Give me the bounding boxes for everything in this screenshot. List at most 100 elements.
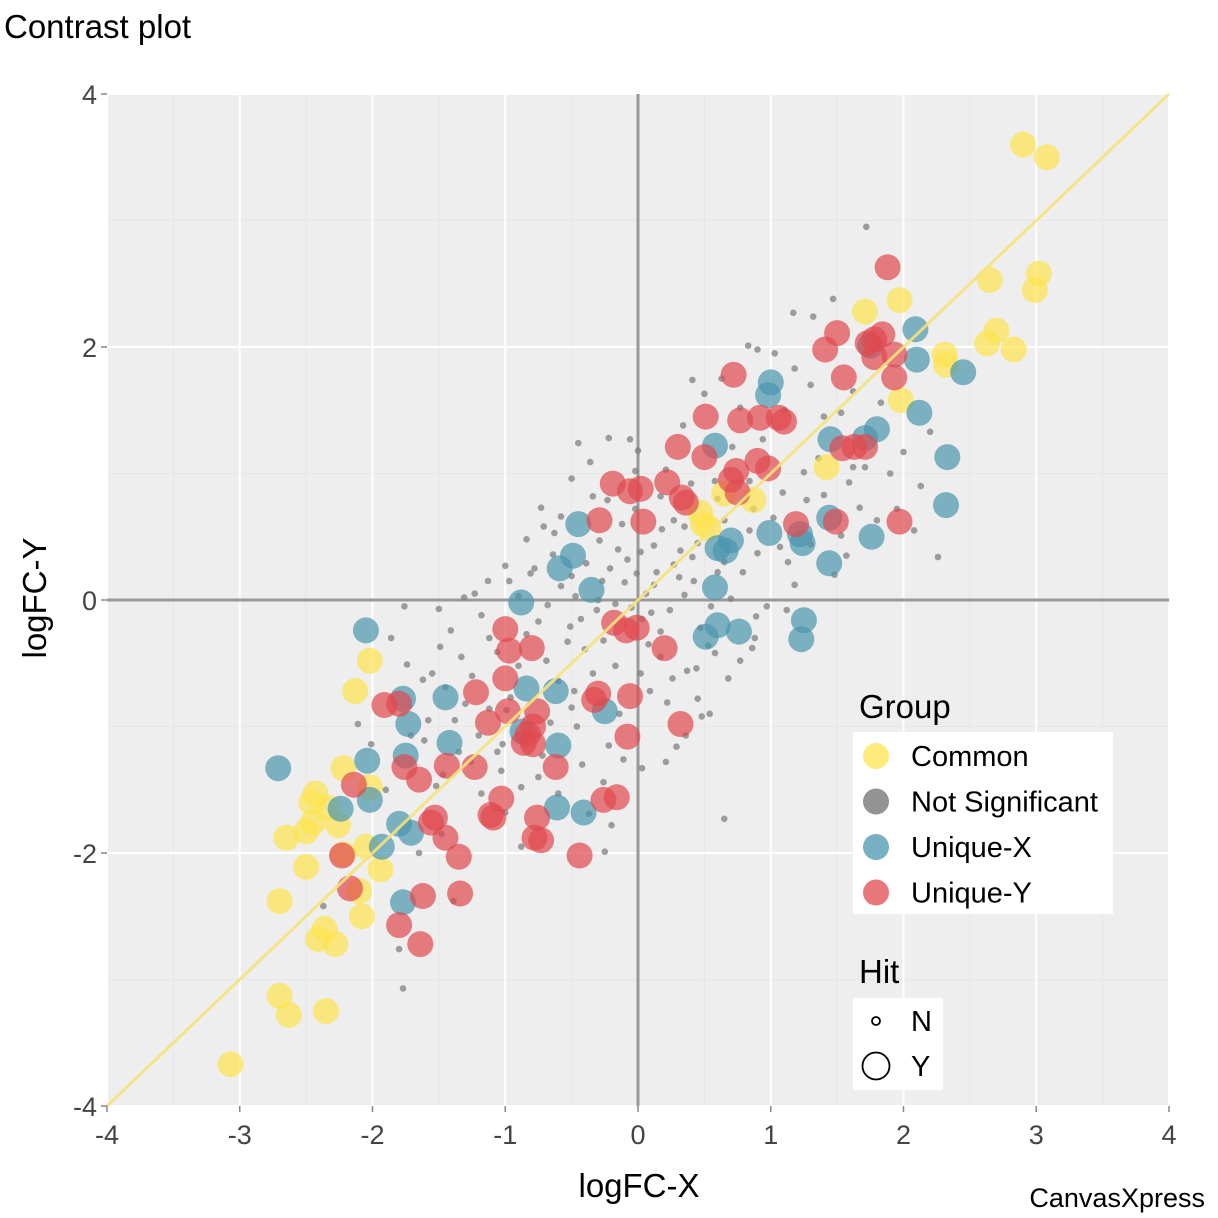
data-point [617, 683, 643, 710]
x-tick-label: -4 [95, 1120, 119, 1150]
data-point [340, 771, 367, 798]
data-point [462, 700, 469, 707]
data-point [471, 590, 479, 597]
data-point [800, 468, 808, 476]
data-point [803, 496, 810, 504]
data-point [336, 875, 363, 902]
data-point [1033, 144, 1060, 171]
data-point [415, 849, 423, 857]
data-point [657, 628, 664, 635]
x-tick-label: -2 [360, 1120, 384, 1150]
data-point [614, 546, 622, 553]
data-point [578, 576, 605, 603]
axis-ticks: -4 -3 -2 -1 0 1 2 3 4 -4 -2 0 2 4 [73, 80, 1177, 1150]
data-point [486, 634, 493, 642]
data-point [771, 408, 797, 435]
data-point [783, 606, 790, 614]
data-point [809, 313, 817, 320]
data-point [498, 767, 505, 775]
data-point [632, 467, 639, 475]
data-point [725, 675, 732, 682]
data-point [612, 600, 619, 608]
data-point [342, 678, 369, 705]
data-point [620, 756, 627, 763]
data-point [729, 443, 736, 451]
data-point [505, 577, 513, 585]
data-point [662, 758, 670, 766]
data-point [568, 704, 575, 711]
x-tick-label: 4 [1161, 1120, 1176, 1150]
data-point [494, 698, 521, 725]
data-point [596, 537, 603, 544]
data-point [666, 606, 674, 614]
data-point [886, 287, 913, 314]
data-point [637, 670, 644, 677]
x-tick-label: 2 [896, 1120, 911, 1150]
data-point [327, 795, 354, 822]
data-point [565, 511, 592, 538]
data-point [545, 732, 572, 759]
data-point [679, 422, 687, 429]
data-point [557, 513, 565, 520]
data-point [723, 458, 750, 484]
data-point [849, 463, 857, 471]
data-point [368, 833, 395, 860]
data-point [695, 514, 722, 541]
data-point [293, 818, 320, 845]
data-point [771, 350, 778, 357]
data-point [672, 489, 699, 516]
data-point [567, 623, 574, 630]
data-point [436, 643, 444, 651]
data-point [540, 523, 547, 530]
data-point [689, 553, 696, 561]
data-point [496, 637, 523, 664]
data-point [667, 711, 694, 737]
data-point [863, 223, 870, 231]
data-point [721, 815, 728, 823]
data-point [711, 477, 719, 485]
data-point [571, 687, 578, 695]
data-point [608, 821, 615, 829]
legend-label: Common [911, 741, 1029, 773]
data-point [517, 783, 525, 791]
data-point [650, 542, 658, 549]
data-point [623, 614, 650, 641]
data-point [681, 523, 688, 530]
data-point [691, 444, 718, 471]
data-point [606, 565, 614, 572]
data-point [605, 434, 613, 442]
data-point [701, 390, 708, 398]
data-point [570, 799, 597, 826]
data-point [266, 888, 293, 915]
x-tick-label: -3 [228, 1120, 252, 1150]
data-point [630, 508, 657, 535]
data-point [329, 842, 355, 869]
data-point [820, 491, 828, 499]
data-point [711, 649, 719, 657]
data-point [382, 786, 390, 794]
data-point [627, 475, 654, 502]
data-point [521, 824, 548, 851]
data-point [887, 387, 914, 414]
y-tick-label: 2 [82, 333, 97, 363]
data-point [624, 556, 631, 563]
data-point [432, 684, 459, 711]
data-point [727, 407, 754, 434]
x-tick-label: 1 [763, 1120, 778, 1150]
data-point [320, 902, 327, 910]
data-point [663, 699, 671, 706]
data-point [852, 433, 878, 460]
data-point [779, 489, 786, 496]
data-point [523, 536, 530, 543]
data-point [605, 742, 613, 749]
data-point [542, 678, 569, 705]
data-point [648, 609, 655, 616]
series-unique-y [329, 254, 913, 958]
data-point [724, 479, 751, 506]
x-tick-label: -1 [493, 1120, 517, 1150]
data-point [356, 647, 383, 674]
data-point [577, 615, 585, 623]
data-point [513, 675, 540, 702]
data-point [403, 661, 411, 668]
data-point [681, 591, 688, 599]
